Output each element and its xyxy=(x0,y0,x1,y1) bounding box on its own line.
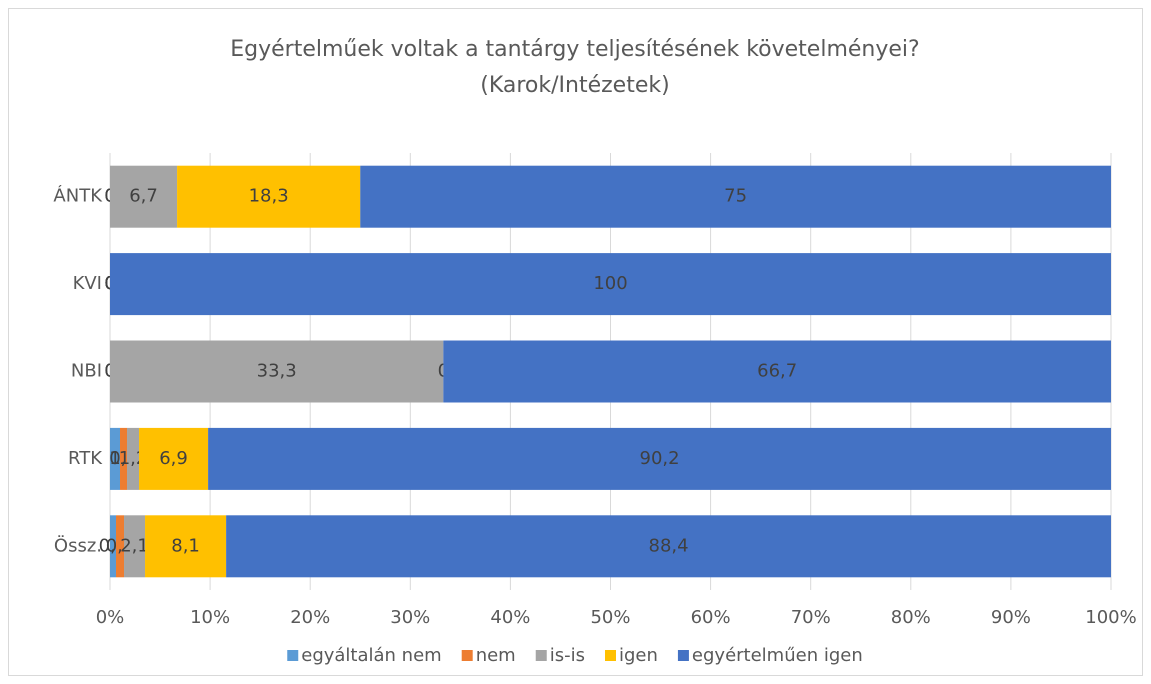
bar-segment xyxy=(124,515,146,578)
bar-segment xyxy=(145,515,227,578)
data-label: 8,1 xyxy=(171,535,200,556)
x-tick-label: 100% xyxy=(1085,607,1136,628)
data-label: 6,9 xyxy=(159,448,188,469)
legend-label: igen xyxy=(619,645,658,666)
bar-segment xyxy=(208,427,1111,490)
x-tick-label: 40% xyxy=(490,607,530,628)
y-tick-label: NBI xyxy=(71,361,102,382)
legend-label: nem xyxy=(476,645,516,666)
chart-title: Egyértelműek voltak a tantárgy teljesíté… xyxy=(230,37,919,62)
y-tick-label: KVI xyxy=(73,273,102,294)
data-label: 6,7 xyxy=(129,186,158,207)
bar-segment xyxy=(110,340,444,403)
legend-label: is-is xyxy=(550,645,585,666)
x-tick-label: 80% xyxy=(891,607,931,628)
x-tick-label: 10% xyxy=(190,607,230,628)
bar-segment xyxy=(443,340,1111,403)
legend-marker xyxy=(677,650,689,661)
bar-segment xyxy=(360,165,1111,228)
x-tick-label: 0% xyxy=(96,607,125,628)
legend-label: egyáltalán nem xyxy=(301,645,441,666)
bar-segment xyxy=(139,427,209,490)
data-label: 66,7 xyxy=(757,361,797,382)
y-tick-label: RTK xyxy=(68,448,103,469)
bar-segment xyxy=(110,427,121,490)
data-label: 1 xyxy=(109,448,120,469)
bar-segment xyxy=(177,165,361,228)
data-label: 18,3 xyxy=(249,186,289,207)
legend-marker xyxy=(535,650,547,661)
chart-subtitle: (Karok/Intézetek) xyxy=(480,73,669,98)
data-label: 2,1 xyxy=(120,535,149,556)
legend-marker xyxy=(605,650,616,661)
y-tick-label: Össz. xyxy=(54,534,102,556)
legend-marker xyxy=(461,650,473,661)
legend-marker xyxy=(287,650,299,661)
bar-segment xyxy=(120,427,128,490)
data-label: 88,4 xyxy=(649,535,689,556)
data-label: 100 xyxy=(593,273,627,294)
bar-segment xyxy=(127,427,140,490)
data-label: 75 xyxy=(724,186,747,207)
bar-segment xyxy=(226,515,1112,578)
data-label: 33,3 xyxy=(257,361,297,382)
data-label: 90,2 xyxy=(640,448,680,469)
bar-segment xyxy=(110,165,178,228)
x-tick-label: 50% xyxy=(590,607,630,628)
x-tick-label: 90% xyxy=(991,607,1031,628)
x-tick-label: 70% xyxy=(791,607,831,628)
x-tick-label: 30% xyxy=(390,607,430,628)
bar-segment xyxy=(110,515,117,578)
x-tick-label: 20% xyxy=(290,607,330,628)
bar-segment xyxy=(110,253,1111,316)
x-tick-label: 60% xyxy=(691,607,731,628)
bar-segment xyxy=(116,515,125,578)
legend-label: egyértelműen igen xyxy=(692,645,863,666)
y-tick-label: ÁNTK xyxy=(53,185,103,207)
